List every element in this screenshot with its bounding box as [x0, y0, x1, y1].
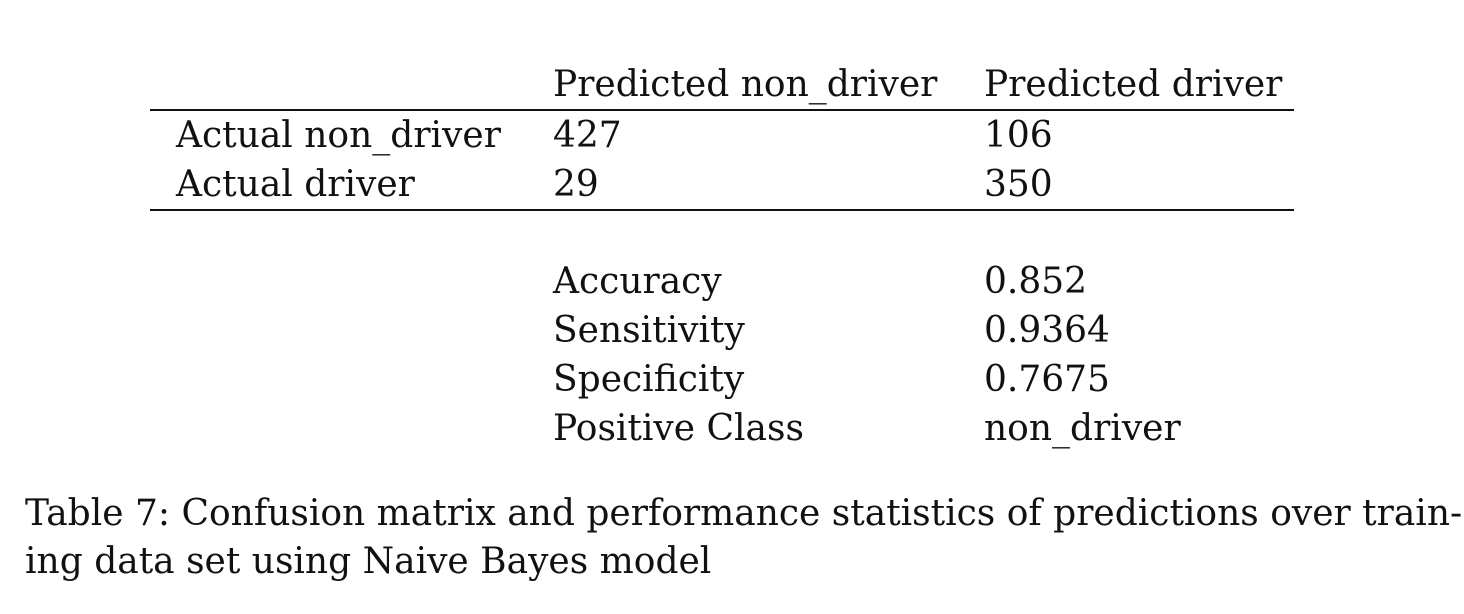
header-predicted-driver: Predicted driver [984, 64, 1283, 105]
stat-value: 0.7675 [984, 359, 1110, 400]
cell-value: 29 [553, 164, 599, 205]
header-predicted-non-driver: Predicted non_driver [553, 64, 938, 105]
table-row: Actual driver 29 350 [150, 160, 1294, 209]
stat-label: Positive Class [553, 408, 804, 449]
confusion-matrix-table: Predicted non_driver Predicted driver Ac… [150, 60, 1294, 453]
table-gap [150, 211, 1294, 257]
stats-row: Positive Class non_driver [150, 404, 1294, 453]
cell-value: 350 [984, 164, 1053, 205]
stats-row: Accuracy 0.852 [150, 257, 1294, 306]
header-rule [150, 109, 1294, 111]
table-caption: Table 7: Confusion matrix and performanc… [25, 490, 1463, 586]
row-label: Actual driver [176, 164, 415, 205]
stat-value: non_driver [984, 408, 1181, 449]
stat-label: Sensitivity [553, 310, 745, 351]
stat-value: 0.9364 [984, 310, 1110, 351]
stats-row: Sensitivity 0.9364 [150, 306, 1294, 355]
caption-line: ing data set using Naive Bayes model [25, 541, 712, 582]
bottom-rule [150, 209, 1294, 211]
caption-line: Table 7: Confusion matrix and performanc… [25, 493, 1463, 534]
stat-label: Accuracy [553, 261, 722, 302]
table-row: Actual non_driver 427 106 [150, 111, 1294, 160]
cell-value: 106 [984, 115, 1053, 156]
stat-value: 0.852 [984, 261, 1088, 302]
table-header-row: Predicted non_driver Predicted driver [150, 60, 1294, 109]
cell-value: 427 [553, 115, 622, 156]
stat-label: Specificity [553, 359, 745, 400]
row-label: Actual non_driver [176, 115, 501, 156]
stats-row: Specificity 0.7675 [150, 355, 1294, 404]
